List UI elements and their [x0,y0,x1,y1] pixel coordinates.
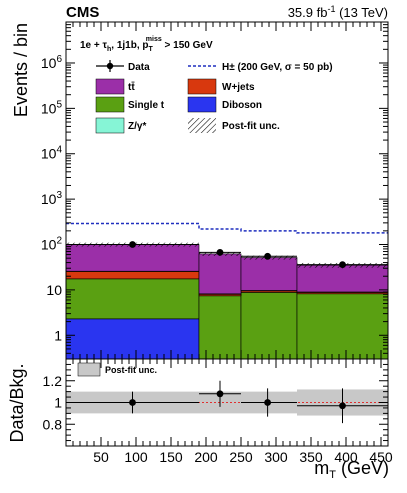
xtick-label-4: 250 [229,449,253,465]
xtick-label-8: 450 [369,449,393,465]
x-axis-title: mT (GeV) [314,458,389,481]
bar-singlet-bin3 [296,293,389,360]
xtick-label-1: 100 [124,449,148,465]
legend-entry-diboson: Diboson [187,96,262,113]
legend-entry-signal: H± (200 GeV, σ = 50 pb) [188,62,333,73]
ratio-legend: Post-fit unc. [77,362,157,377]
legend-wjets-swatch [187,78,217,95]
legend-postfit-swatch [188,118,216,133]
lumi-label: 35.9 fb-1 (13 TeV) [288,4,388,20]
bar-ttbar-bin0 [65,244,200,272]
ytick-label-5: 105 [41,99,63,116]
xtick-label-2: 150 [159,449,183,465]
legend-diboson-swatch [187,96,217,113]
ytick-label-1: 10 [46,282,62,298]
data-point-0 [129,241,136,248]
data-point-3 [339,261,346,269]
bar-singlet-bin1 [198,295,242,360]
ytick-label-0: 1 [54,327,62,343]
legend: Data H± (200 GeV, σ = 50 pb) tt̄ W+jets … [95,60,333,134]
legend-ttbar-swatch [95,78,125,95]
legend-singlet-swatch [95,96,125,113]
legend-entry-singlet: Single t [95,96,165,113]
ratio-plot-panel: 0.8 1 1.2 50 100 150 200 250 300 350 400 450 [43,358,393,465]
legend-ttbar-label: tt̄ [128,81,135,93]
legend-zgamma-label: Z/γ* [128,121,146,132]
legend-entry-data: Data [96,60,150,73]
ratio-point-3 [339,402,346,410]
ratio-legend-label: Post-fit unc. [105,365,157,375]
bar-ttbar-bin1 [198,253,242,295]
data-point-2 [264,252,271,260]
legend-postfit-label: Post-fit unc. [222,121,280,132]
ytick-label-3: 103 [41,190,63,207]
bar-diboson-bin0 [65,318,200,360]
xtick-label-6: 350 [299,449,323,465]
ratio-legend-swatch [77,362,101,377]
legend-wjets-label: W+jets [222,82,255,93]
ytick-label-4: 104 [41,145,63,162]
signal-hplus-line [66,222,388,234]
main-plot-panel: 1 10 102 103 104 105 106 [41,21,389,360]
legend-entry-ttbar: tt̄ [95,78,135,95]
ytick-label-2: 102 [41,236,63,253]
bar-ttbar-bin2 [240,257,298,291]
legend-data-marker [106,62,114,70]
legend-zgamma-swatch [95,117,125,134]
xtick-label-7: 400 [334,449,358,465]
selection-label: 1e + τh, 1j1b, pTmiss > 150 GeV [80,36,213,53]
ratio-ytick-label-1: 1 [54,395,62,411]
legend-data-label: Data [128,62,150,73]
bar-wjets-bin0 [65,271,200,280]
ratio-point-2 [264,399,271,406]
bar-ttbar-bin3 [296,264,389,293]
experiment-label: CMS [66,4,99,21]
bar-singlet-bin2 [240,292,298,360]
xtick-label-0: 50 [93,449,109,465]
legend-entry-postfit: Post-fit unc. [188,118,280,133]
data-point-1 [216,249,224,256]
xtick-label-3: 200 [194,449,218,465]
y-axis-title: Events / bin [11,23,31,117]
ratio-ytick-label-0: 0.8 [43,416,63,432]
bar-singlet-bin0 [65,278,200,320]
legend-entry-zgamma: Z/γ* [95,117,146,134]
ratio-ytick-label-2: 1.2 [43,373,63,389]
xtick-label-5: 300 [264,449,288,465]
legend-singlet-label: Single t [128,100,165,111]
ytick-label-6: 106 [41,54,63,71]
ratio-point-1 [216,390,224,398]
ratio-point-0 [129,399,136,406]
ratio-y-axis-title: Data/Bkg. [7,363,27,442]
legend-diboson-label: Diboson [222,100,262,111]
legend-signal-label: H± (200 GeV, σ = 50 pb) [222,62,333,73]
legend-entry-wjets: W+jets [187,78,255,95]
